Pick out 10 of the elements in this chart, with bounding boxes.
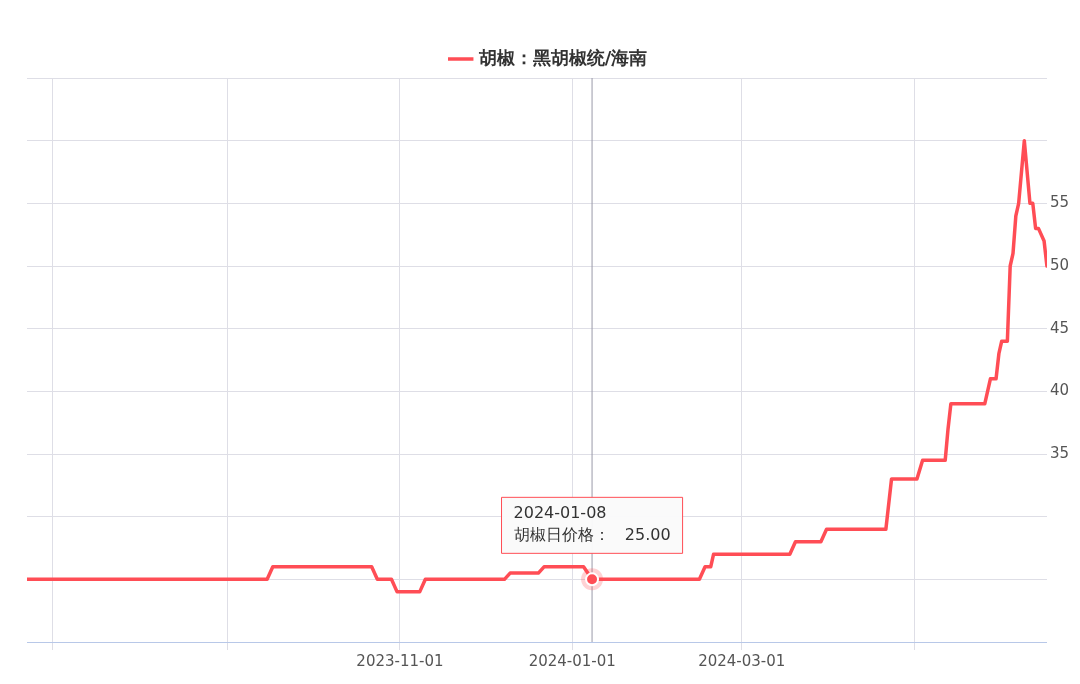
x-tick-label: 2024-03-01 <box>698 651 786 670</box>
annotation: 2024-01-08 胡椒日价格： 25.00 <box>513 503 671 545</box>
y-tick-label: 45 <box>1049 318 1070 337</box>
legend-label: 胡椒：黑胡椒统/海南 <box>477 46 648 68</box>
y-tick-label: 40 <box>1049 381 1070 400</box>
x-tick-label: 2023-11-01 <box>356 651 444 670</box>
y-tick-label: 35 <box>1049 443 1070 462</box>
x-tick-label: 2024-01-01 <box>528 651 616 670</box>
y-tick-label: 50 <box>1049 255 1070 274</box>
y-tick-label: 55 <box>1049 193 1070 212</box>
